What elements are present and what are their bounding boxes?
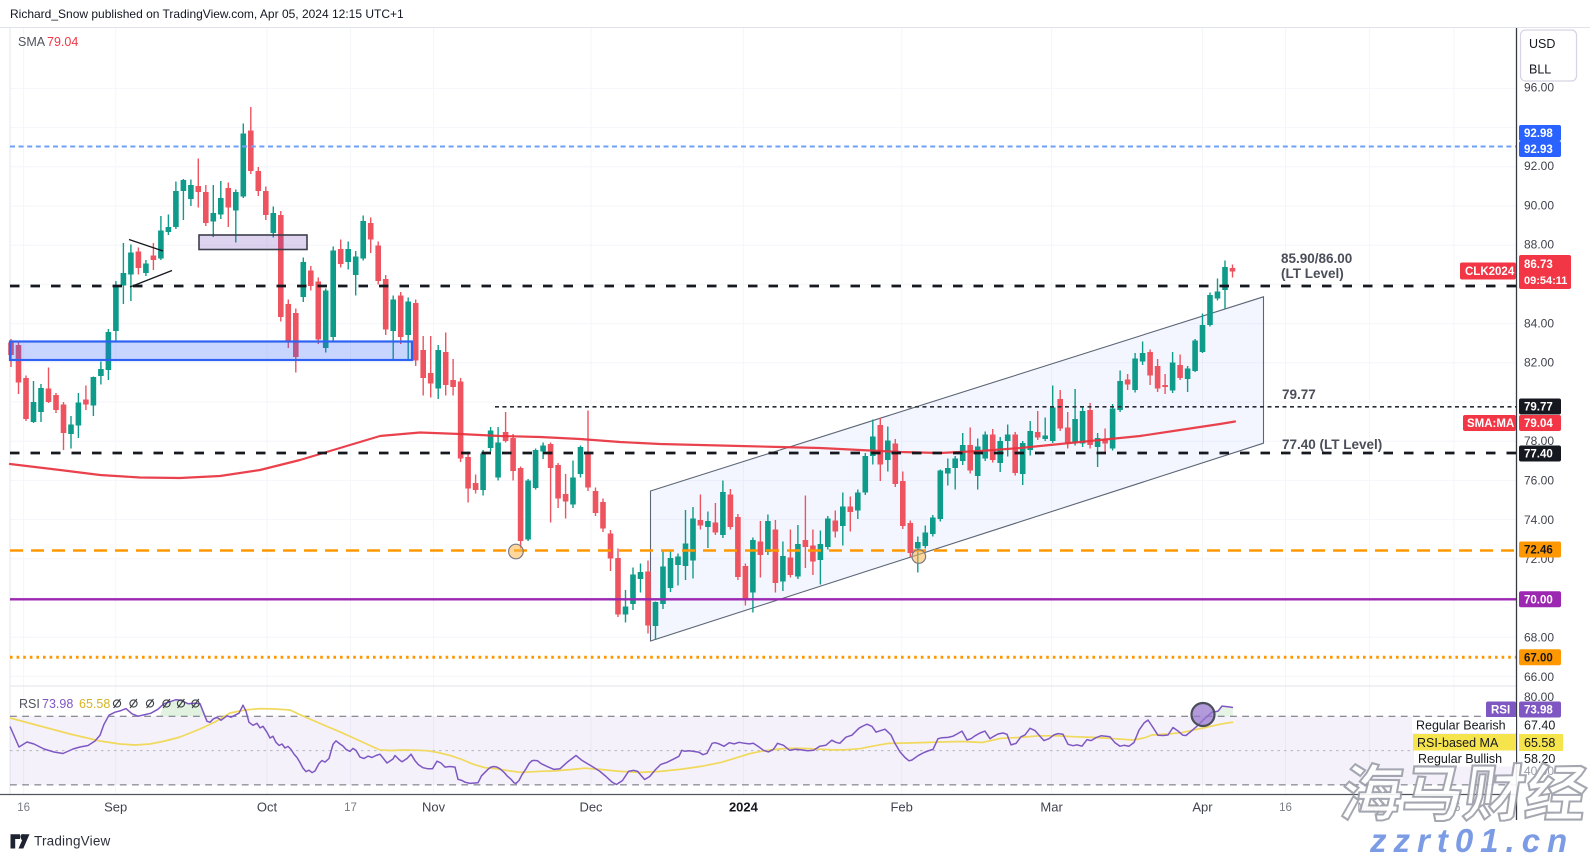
svg-text:79.04: 79.04 [47, 35, 78, 49]
svg-text:Richard_Snow published on Trad: Richard_Snow published on TradingView.co… [10, 7, 404, 21]
svg-text:2024: 2024 [729, 800, 759, 815]
svg-text:79.04: 79.04 [1524, 418, 1553, 430]
svg-text:73.98: 73.98 [1524, 705, 1553, 717]
svg-text:67.40: 67.40 [1524, 719, 1555, 733]
svg-text:Apr: Apr [1192, 800, 1213, 815]
svg-text:92.98: 92.98 [1524, 128, 1553, 140]
svg-text:BLL: BLL [1529, 63, 1551, 77]
svg-text:RSI: RSI [1491, 705, 1510, 717]
svg-text:65.58: 65.58 [79, 697, 110, 711]
svg-text:Nov: Nov [422, 800, 446, 815]
svg-text:RSI: RSI [19, 697, 40, 711]
svg-text:90.00: 90.00 [1524, 198, 1554, 212]
svg-text:Feb: Feb [890, 800, 912, 815]
svg-text:67.00: 67.00 [1524, 652, 1553, 664]
svg-text:TradingView: TradingView [34, 834, 111, 849]
svg-text:SMA:MA: SMA:MA [1467, 418, 1514, 430]
svg-text:85.90/86.00: 85.90/86.00 [1281, 251, 1352, 266]
svg-text:58.20: 58.20 [1524, 752, 1555, 766]
svg-text:(LT Level): (LT Level) [1281, 266, 1344, 281]
svg-text:77.40 (LT Level): 77.40 (LT Level) [1282, 437, 1382, 452]
svg-text:80.00: 80.00 [1524, 690, 1554, 704]
svg-text:84.00: 84.00 [1524, 316, 1554, 330]
svg-text:66.00: 66.00 [1524, 670, 1554, 684]
svg-text:70.00: 70.00 [1524, 594, 1553, 606]
svg-text:88.00: 88.00 [1524, 238, 1554, 252]
svg-text:65.58: 65.58 [1524, 736, 1555, 750]
svg-text:73.98: 73.98 [42, 697, 73, 711]
svg-text:09:54:11: 09:54:11 [1524, 275, 1567, 287]
svg-text:82.00: 82.00 [1524, 356, 1554, 370]
svg-text:72.46: 72.46 [1524, 545, 1553, 557]
svg-text:Regular Bullish: Regular Bullish [1418, 752, 1502, 766]
svg-text:79.77: 79.77 [1524, 402, 1553, 414]
svg-text:92.93: 92.93 [1524, 144, 1553, 156]
svg-text:17: 17 [344, 802, 357, 814]
svg-text:Dec: Dec [579, 800, 603, 815]
svg-text:78.00: 78.00 [1524, 434, 1554, 448]
svg-text:CLK2024: CLK2024 [1465, 266, 1515, 278]
svg-text:Mar: Mar [1040, 800, 1063, 815]
svg-text:16: 16 [1279, 802, 1292, 814]
svg-text:74.00: 74.00 [1524, 513, 1554, 527]
svg-text:79.77: 79.77 [1282, 387, 1316, 402]
svg-text:96.00: 96.00 [1524, 81, 1554, 95]
svg-text:77.40: 77.40 [1524, 449, 1553, 461]
svg-text:Sep: Sep [104, 800, 127, 815]
svg-text:16: 16 [17, 802, 30, 814]
svg-text:Regular Bearish: Regular Bearish [1416, 719, 1506, 733]
svg-text:SMA: SMA [18, 35, 46, 49]
svg-text:86.73: 86.73 [1524, 259, 1553, 271]
svg-text:76.00: 76.00 [1524, 474, 1554, 488]
svg-text:zzrt01.cn: zzrt01.cn [1369, 822, 1574, 857]
svg-text:USD: USD [1529, 37, 1555, 51]
svg-text:Oct: Oct [257, 800, 278, 815]
svg-text:92.00: 92.00 [1524, 159, 1554, 173]
svg-text:RSI-based MA: RSI-based MA [1417, 736, 1499, 750]
svg-text:68.00: 68.00 [1524, 631, 1554, 645]
